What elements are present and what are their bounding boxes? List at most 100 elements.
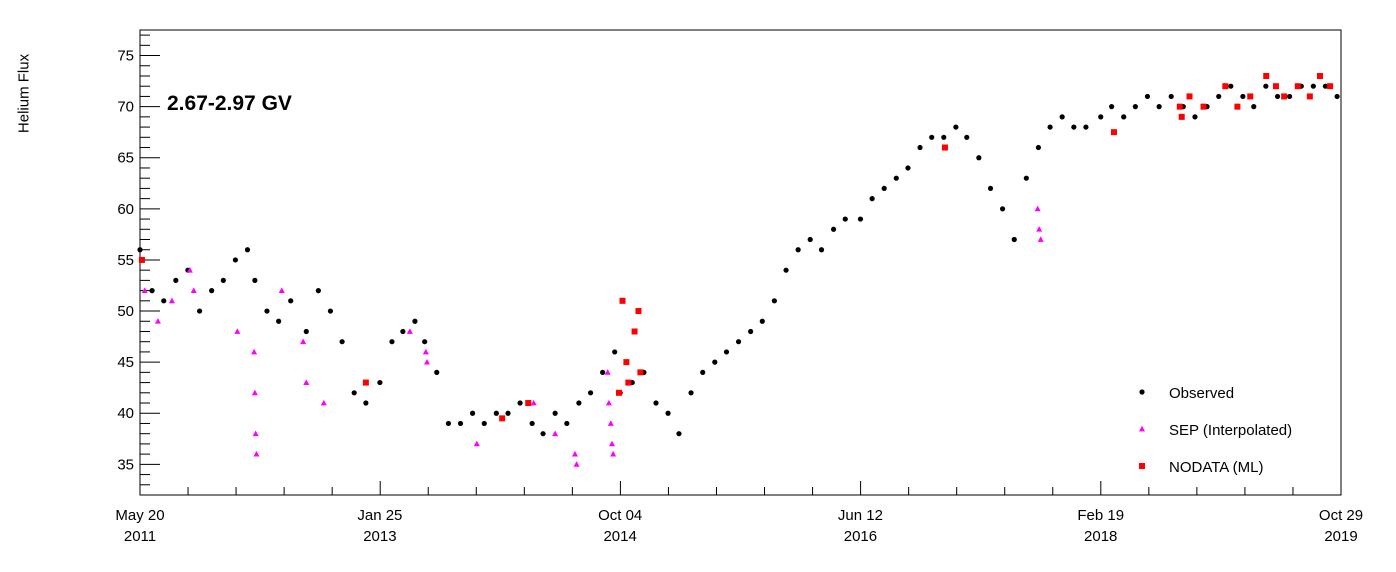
plot-frame: [139, 29, 1342, 496]
sep-point: [608, 440, 615, 447]
legend-label: Observed: [1169, 385, 1234, 402]
legend: Observed SEP (Interpolated) NODATA (ML): [1139, 385, 1292, 476]
sep-point: [186, 266, 193, 273]
sep-point: [190, 287, 197, 294]
observed-point: [976, 155, 982, 161]
sep-point: [168, 297, 175, 304]
observed-point: [493, 410, 499, 416]
observed-point: [759, 318, 765, 324]
y-tick-label: 35: [117, 456, 134, 473]
observed-point: [505, 410, 511, 416]
nodata-point: [619, 297, 626, 304]
sep-point: [234, 328, 241, 334]
observed-point: [288, 298, 294, 304]
observed-point: [457, 420, 464, 427]
observed-point: [905, 165, 911, 171]
observed-point: [735, 339, 742, 345]
nodata-point: [362, 379, 369, 386]
y-tick-label: 45: [117, 354, 134, 371]
observed-point: [1071, 124, 1077, 130]
observed-point: [612, 349, 618, 355]
observed-point: [929, 134, 935, 140]
observed-point: [137, 247, 143, 253]
sep-point: [605, 399, 612, 406]
observed-point: [389, 339, 395, 345]
observed-point: [161, 298, 167, 304]
nodata-point: [635, 308, 642, 315]
observed-point: [1274, 93, 1281, 100]
observed-point: [1047, 124, 1053, 130]
nodata-point: [1247, 93, 1254, 100]
observed-point: [422, 339, 428, 345]
nodata-point: [615, 389, 622, 396]
legend-marker: [1139, 463, 1145, 469]
observed-point: [351, 390, 357, 396]
nodata-point: [1294, 83, 1301, 90]
y-axis-label: Helium Flux: [15, 53, 33, 134]
observed-point: [1023, 175, 1029, 181]
legend-label: SEP (Interpolated): [1169, 422, 1292, 439]
observed-point: [1310, 83, 1316, 89]
observed-point: [377, 379, 383, 386]
observed-point: [723, 349, 730, 355]
nodata-point: [1306, 93, 1313, 100]
x-tick-label-year: 2018: [1084, 528, 1117, 545]
nodata-point: [1186, 93, 1193, 100]
nodata-point: [1234, 103, 1241, 110]
nodata-point: [138, 256, 145, 263]
observed-point: [469, 410, 476, 416]
sep-point: [571, 450, 578, 457]
x-tick-label-year: 2019: [1324, 528, 1357, 545]
nodata-point: [631, 328, 638, 335]
rigidity-range-label: 2.67-2.97 GV: [167, 92, 292, 115]
sep-point: [253, 450, 260, 457]
observed-point: [434, 369, 440, 375]
nodata-point: [625, 379, 632, 386]
sep-point: [1034, 205, 1041, 212]
observed-point: [1121, 114, 1127, 120]
y-tick-label: 65: [117, 150, 134, 167]
y-tick-label: 55: [117, 252, 134, 269]
observed-point: [552, 410, 558, 416]
observed-point: [276, 318, 282, 324]
x-tick-label-year: 2016: [844, 528, 877, 545]
nodata-point: [1263, 72, 1270, 79]
sep-point: [573, 461, 580, 467]
observed-point: [999, 206, 1006, 212]
observed-point: [1228, 83, 1234, 89]
nodata-point: [499, 415, 506, 422]
sep-point: [251, 348, 258, 355]
x-tick-label-year: 2011: [124, 528, 156, 545]
nodata-point: [1222, 83, 1229, 90]
observed-point: [400, 328, 406, 335]
observed-point: [842, 216, 848, 222]
observed-point: [1334, 93, 1340, 100]
x-tick-label-date: May 20: [115, 507, 164, 524]
observed-point: [953, 124, 959, 130]
observed-point: [1322, 83, 1329, 89]
nodata-point: [1327, 83, 1334, 90]
observed-point: [252, 277, 258, 283]
sep-point: [552, 430, 559, 437]
observed-point: [1286, 93, 1293, 100]
sep-point: [252, 430, 259, 437]
legend-label: NODATA (ML): [1169, 459, 1263, 476]
observed-point: [315, 288, 321, 294]
sep-point: [300, 338, 307, 345]
observed-point: [303, 328, 309, 335]
nodata-point: [637, 369, 644, 376]
observed-point: [517, 400, 523, 406]
observed-point: [941, 134, 947, 140]
nodata-point: [1176, 103, 1183, 110]
observed-point: [1168, 93, 1174, 100]
observed-point: [964, 134, 970, 140]
y-tick-label: 50: [117, 303, 134, 320]
observed-point: [807, 236, 813, 243]
observed-point: [783, 267, 789, 273]
sep-point: [422, 348, 429, 355]
observed-point: [173, 277, 179, 283]
sep-point: [320, 399, 327, 406]
observed-point: [1109, 104, 1115, 110]
nodata-point: [1110, 129, 1117, 136]
